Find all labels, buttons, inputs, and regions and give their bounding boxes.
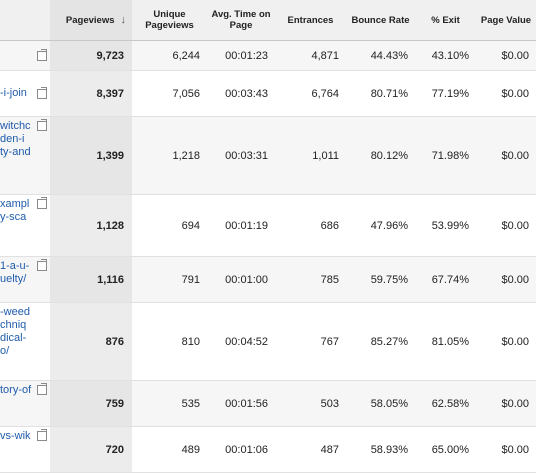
page-cell	[0, 40, 50, 71]
page-value-cell: $0.00	[476, 116, 536, 195]
exit-cell: 43.10%	[415, 40, 476, 71]
table-row: 9,723 6,244 00:01:23 4,871 44.43% 43.10%…	[0, 40, 536, 71]
entrances-cell: 4,871	[275, 40, 346, 71]
header-unique-pageviews[interactable]: Unique Pageviews	[132, 0, 207, 41]
table-row: -i-join 8,397 7,056 00:03:43 6,764 80.71…	[0, 70, 536, 117]
table-row: xampl y-sca 1,128 694 00:01:19 686 47.96%…	[0, 194, 536, 257]
page-cell: -weed chniq dical-o/	[0, 302, 50, 381]
external-link-icon[interactable]	[37, 48, 47, 61]
pageviews-cell: 1,128	[50, 194, 132, 257]
pageviews-cell: 9,723	[50, 40, 132, 71]
header-avg-time-on-page[interactable]: Avg. Time on Page	[207, 0, 275, 41]
entrances-cell: 6,764	[275, 70, 346, 117]
pageviews-cell: 876	[50, 302, 132, 381]
header-bounce-rate[interactable]: Bounce Rate	[346, 0, 415, 41]
pageviews-cell: 1,116	[50, 256, 132, 303]
page-link[interactable]: -i-join	[0, 87, 27, 99]
entrances-cell: 487	[275, 426, 346, 473]
bounce-rate-cell: 85.27%	[346, 302, 415, 381]
exit-cell: 77.19%	[415, 70, 476, 117]
external-link-icon[interactable]	[37, 119, 47, 131]
bounce-rate-cell: 58.05%	[346, 380, 415, 427]
bounce-rate-cell: 47.96%	[346, 194, 415, 257]
pageviews-cell: 720	[50, 426, 132, 473]
page-cell: -i-join	[0, 70, 50, 117]
unique-pageviews-cell: 6,244	[132, 40, 207, 71]
page-link[interactable]: -weed chniq dical-o/	[0, 306, 30, 357]
avg-time-cell: 00:04:52	[207, 302, 275, 381]
table-row: -weed chniq dical-o/ 876 810 00:04:52 767 …	[0, 302, 536, 381]
pageviews-cell: 759	[50, 380, 132, 427]
page-value-cell: $0.00	[476, 302, 536, 381]
exit-cell: 81.05%	[415, 302, 476, 381]
exit-cell: 62.58%	[415, 380, 476, 427]
avg-time-cell: 00:03:43	[207, 70, 275, 117]
avg-time-cell: 00:01:00	[207, 256, 275, 303]
page-link[interactable]: tory-of	[0, 384, 32, 396]
entrances-cell: 686	[275, 194, 346, 257]
unique-pageviews-cell: 694	[132, 194, 207, 257]
page-value-cell: $0.00	[476, 40, 536, 71]
page-link[interactable]: xampl y-sca	[0, 198, 30, 223]
header-page	[0, 0, 50, 41]
pageviews-cell: 1,399	[50, 116, 132, 195]
page-value-cell: $0.00	[476, 256, 536, 303]
page-cell: vs-wik	[0, 426, 50, 473]
external-link-icon[interactable]	[37, 383, 47, 395]
page-value-cell: $0.00	[476, 70, 536, 117]
unique-pageviews-cell: 810	[132, 302, 207, 381]
table-row: tory-of 759 535 00:01:56 503 58.05% 62.5…	[0, 380, 536, 427]
unique-pageviews-cell: 7,056	[132, 70, 207, 117]
table-row: 1-a-u-uelty/ 1,116 791 00:01:00 785 59.7…	[0, 256, 536, 303]
entrances-cell: 785	[275, 256, 346, 303]
header-page-value[interactable]: Page Value	[476, 0, 536, 41]
page-cell: xampl y-sca	[0, 194, 50, 257]
page-cell: 1-a-u-uelty/	[0, 256, 50, 303]
bounce-rate-cell: 59.75%	[346, 256, 415, 303]
page-cell: tory-of	[0, 380, 50, 427]
page-cell: witchc den-i ty-and	[0, 116, 50, 195]
table-header-row: Pageviews ↓ Unique Pageviews Avg. Time on…	[0, 0, 536, 41]
avg-time-cell: 00:03:31	[207, 116, 275, 195]
header-entrances[interactable]: Entrances	[275, 0, 346, 41]
header-exit[interactable]: % Exit	[415, 0, 476, 41]
exit-cell: 67.74%	[415, 256, 476, 303]
unique-pageviews-cell: 1,218	[132, 116, 207, 195]
external-link-icon[interactable]	[37, 259, 47, 271]
exit-cell: 65.00%	[415, 426, 476, 473]
external-link-icon[interactable]	[37, 429, 47, 441]
table-row: witchc den-i ty-and 1,399 1,218 00:03:31 1…	[0, 116, 536, 195]
bounce-rate-cell: 80.71%	[346, 70, 415, 117]
avg-time-cell: 00:01:19	[207, 194, 275, 257]
bounce-rate-cell: 58.93%	[346, 426, 415, 473]
avg-time-cell: 00:01:23	[207, 40, 275, 71]
page-value-cell: $0.00	[476, 380, 536, 427]
pageviews-cell: 8,397	[50, 70, 132, 117]
avg-time-cell: 00:01:06	[207, 426, 275, 473]
header-pageviews[interactable]: Pageviews ↓	[50, 0, 132, 41]
exit-cell: 53.99%	[415, 194, 476, 257]
entrances-cell: 1,011	[275, 116, 346, 195]
exit-cell: 71.98%	[415, 116, 476, 195]
page-value-cell: $0.00	[476, 426, 536, 473]
page-link[interactable]: witchc den-i ty-and	[0, 120, 31, 158]
external-link-icon[interactable]	[37, 197, 47, 209]
unique-pageviews-cell: 489	[132, 426, 207, 473]
table-row: vs-wik 720 489 00:01:06 487 58.93% 65.00…	[0, 426, 536, 473]
entrances-cell: 767	[275, 302, 346, 381]
sort-down-arrow-icon[interactable]: ↓	[120, 13, 127, 26]
avg-time-cell: 00:01:56	[207, 380, 275, 427]
bounce-rate-cell: 44.43%	[346, 40, 415, 71]
page-value-cell: $0.00	[476, 194, 536, 257]
page-link[interactable]: vs-wik	[0, 430, 31, 442]
bounce-rate-cell: 80.12%	[346, 116, 415, 195]
external-link-icon[interactable]	[37, 86, 47, 99]
page-link[interactable]: 1-a-u-uelty/	[0, 260, 30, 285]
unique-pageviews-cell: 535	[132, 380, 207, 427]
unique-pageviews-cell: 791	[132, 256, 207, 303]
entrances-cell: 503	[275, 380, 346, 427]
